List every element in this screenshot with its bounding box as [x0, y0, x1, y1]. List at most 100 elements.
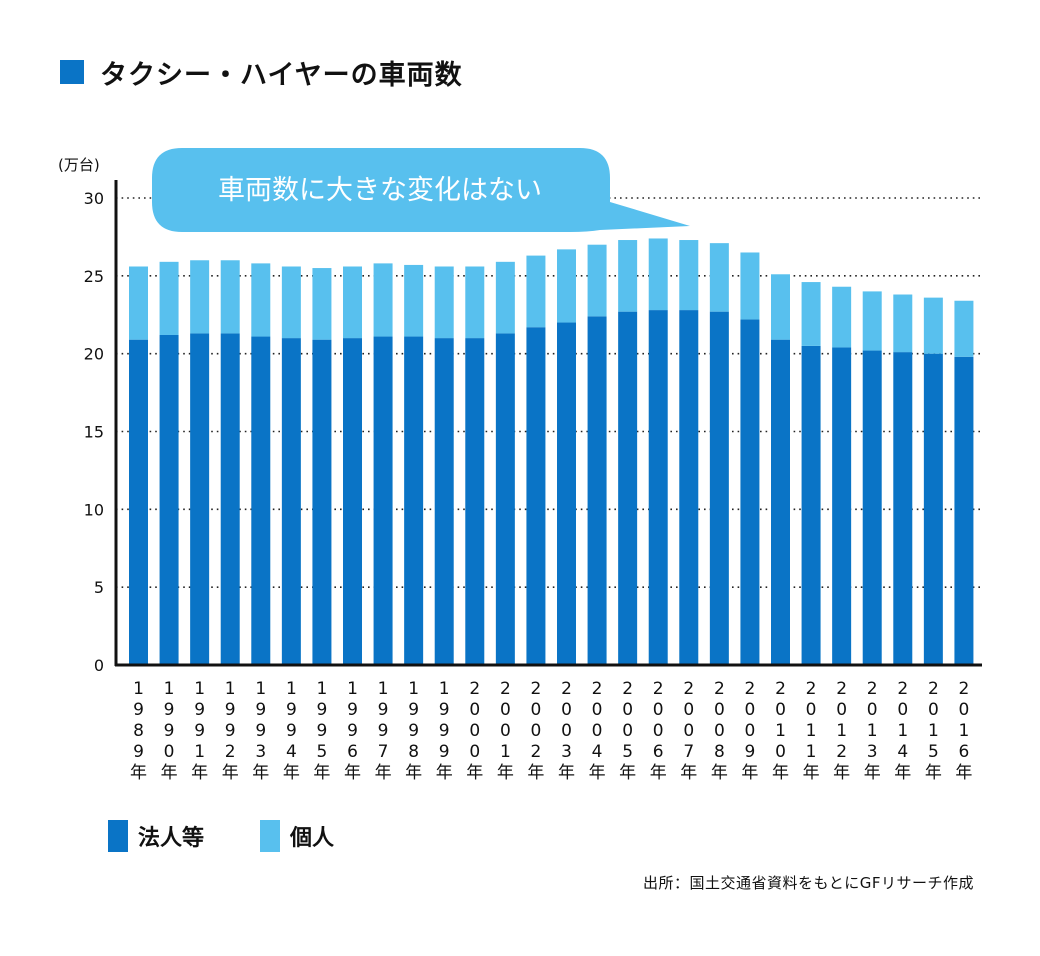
y-tick-label: 5	[94, 578, 104, 597]
bar-corporate	[190, 333, 210, 665]
bar-corporate	[740, 319, 760, 665]
bar-corporate	[373, 336, 393, 665]
y-axis-unit-label: (万台)	[58, 156, 100, 174]
y-tick-label: 0	[94, 656, 104, 675]
bar-individual	[801, 282, 821, 346]
bar-corporate	[893, 352, 913, 665]
bar-individual	[281, 266, 301, 339]
bar-corporate	[923, 353, 943, 665]
bar-corporate	[159, 334, 179, 665]
bar-individual	[557, 249, 576, 323]
grid-lines	[116, 197, 982, 588]
callout-text: 車両数に大きな変化はない	[218, 175, 542, 206]
bar-individual	[373, 263, 393, 337]
bar-individual	[343, 266, 362, 339]
bar-corporate	[434, 338, 454, 665]
bar-corporate	[954, 356, 974, 665]
y-tick-labels: 0 5 10 15 20 25 30	[84, 189, 104, 675]
bar-individual	[404, 264, 424, 337]
title-square-icon	[60, 60, 84, 84]
callout: 車両数に大きな変化はない	[152, 148, 690, 232]
bar-individual	[465, 266, 485, 339]
y-tick-label: 30	[84, 189, 104, 208]
legend-label-individual: 個人	[290, 826, 335, 851]
axes	[114, 180, 982, 667]
bar-individual	[526, 255, 546, 328]
bar-corporate	[312, 339, 332, 665]
bar-corporate	[587, 316, 607, 665]
bar-individual	[129, 266, 148, 340]
bar-corporate	[648, 310, 668, 665]
bar-corporate	[281, 338, 301, 665]
bar-individual	[923, 297, 943, 354]
bar-individual	[954, 300, 974, 357]
bar-corporate	[679, 310, 699, 665]
bar-individual	[648, 238, 668, 311]
legend-label-corporate: 法人等	[138, 826, 205, 851]
source-note: 出所：国土交通省資料をもとにGFリサーチ作成	[643, 874, 974, 892]
bar-corporate	[404, 336, 424, 665]
bar-individual	[251, 263, 271, 337]
y-tick-label: 15	[84, 423, 104, 442]
bar-individual	[220, 260, 240, 334]
bar-individual	[832, 286, 852, 348]
bar-corporate	[557, 322, 576, 665]
bar-individual	[312, 268, 332, 340]
bar-individual	[587, 244, 607, 317]
bar-corporate	[251, 336, 271, 665]
legend-swatch-corporate	[108, 820, 128, 852]
bar-individual	[771, 274, 790, 340]
bar-corporate	[495, 333, 515, 665]
title-text: タクシー・ハイヤーの車両数	[100, 59, 463, 91]
bar-corporate	[801, 345, 821, 665]
x-tick-labels: 1 9 8 9 年 1 9 9 0 年 1 9 9 1 年 1 9 9 2 年 1 9 9 3 年 1 9 9 4 年 1 9 9 5 年 1 9 9 6 年…	[130, 679, 972, 783]
bar-corporate	[129, 339, 148, 665]
bar-individual	[679, 240, 699, 311]
bar-individual	[618, 240, 638, 312]
bar-individual	[862, 291, 882, 351]
bar-corporate	[343, 338, 362, 665]
bar-corporate	[618, 311, 638, 665]
legend: 法人等 個人	[108, 820, 390, 852]
callout-bubble	[152, 148, 690, 232]
bar-individual	[159, 261, 179, 335]
bar-corporate	[771, 339, 790, 665]
bar-individual	[190, 260, 210, 334]
bar-individual	[495, 261, 515, 334]
bar-corporate	[220, 333, 240, 665]
y-tick-label: 10	[84, 500, 104, 519]
y-tick-label: 25	[84, 267, 104, 286]
bar-individual	[434, 266, 454, 339]
legend-item-corporate: 法人等	[108, 820, 204, 852]
bar-corporate	[709, 311, 729, 665]
bar-corporate	[832, 347, 852, 665]
bar-individual	[709, 243, 729, 312]
